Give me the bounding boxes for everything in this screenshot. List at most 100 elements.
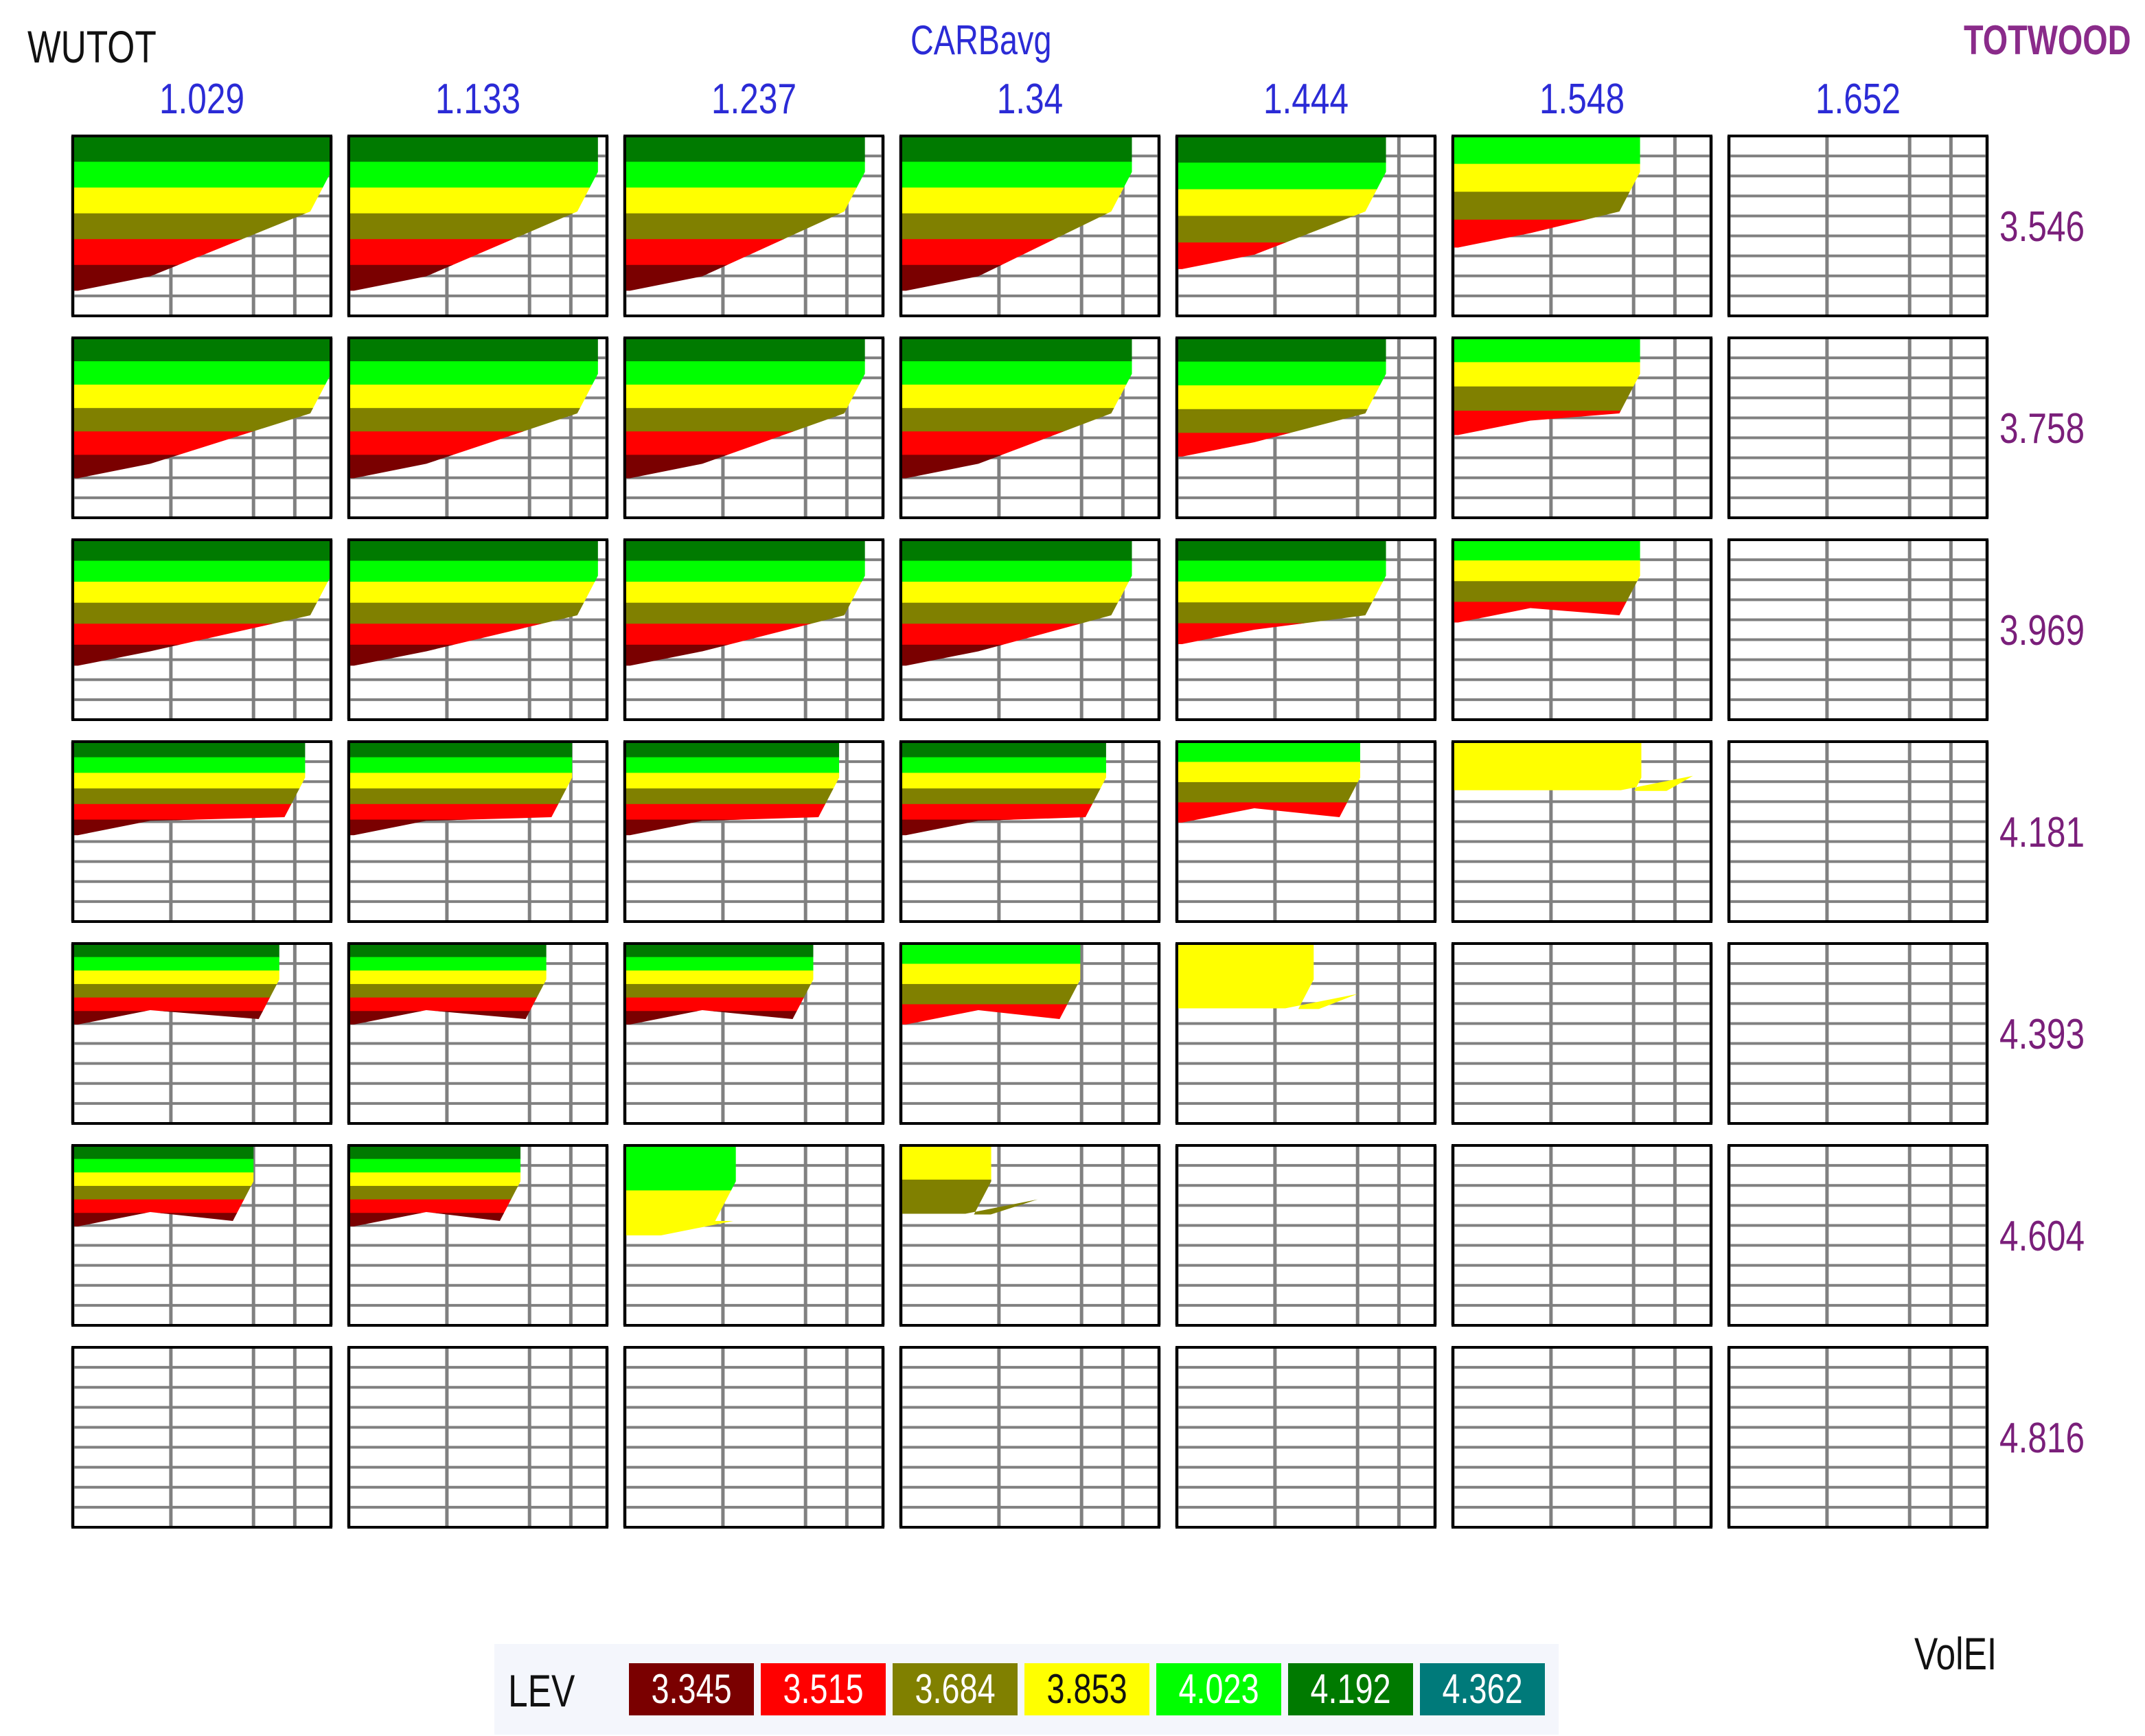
panel	[623, 135, 885, 317]
panel-frame	[1175, 740, 1436, 923]
panel	[1727, 942, 1989, 1125]
contour-band	[625, 582, 865, 604]
contour-band	[349, 361, 598, 386]
panel	[623, 1144, 885, 1327]
contour-band	[73, 957, 279, 972]
contour-band	[901, 361, 1132, 386]
panel-background	[1729, 338, 1987, 518]
row-value-label: 3.546	[1999, 203, 2085, 251]
panel-frame	[1452, 135, 1712, 317]
row-value-label: 4.181	[1999, 808, 2085, 856]
panel	[1727, 135, 1989, 317]
panel-frame	[899, 336, 1160, 519]
panel-background	[1177, 1347, 1435, 1527]
contour-band	[349, 1185, 521, 1200]
panel-background	[1729, 540, 1987, 720]
contour-band	[901, 773, 1106, 790]
panel	[899, 740, 1161, 923]
contour-band	[1177, 742, 1360, 763]
x-axis-label: CARBavg	[910, 17, 1052, 63]
contour-band	[625, 1145, 736, 1191]
contour-band	[901, 757, 1106, 774]
panel-background	[1177, 1145, 1435, 1325]
contour-band	[349, 1158, 521, 1174]
panel	[347, 336, 609, 519]
panel	[899, 538, 1161, 721]
panel-background	[1729, 944, 1987, 1123]
contour-band	[625, 773, 840, 790]
contour-band	[73, 385, 331, 409]
contour-band	[625, 944, 814, 958]
panel	[71, 740, 333, 923]
contour-band	[73, 1158, 254, 1174]
contour-band	[1177, 136, 1386, 163]
panel-frame	[1728, 135, 1988, 317]
panel-frame	[1452, 942, 1712, 1125]
contour-band	[1177, 189, 1386, 217]
panel-contour	[901, 944, 1081, 1025]
contour-band	[1453, 338, 1640, 363]
column-value-label: 1.548	[1539, 75, 1625, 123]
legend-swatch: 3.515	[761, 1663, 886, 1715]
panel-frame	[347, 336, 608, 519]
panel-background	[1453, 1145, 1711, 1325]
panel-frame	[1452, 336, 1712, 519]
y-axis-label: WUTOT	[27, 21, 157, 72]
contour-band	[73, 757, 306, 774]
legend-swatch: 3.853	[1024, 1663, 1149, 1715]
panel-frame	[899, 538, 1160, 721]
contour-band	[349, 560, 598, 583]
contour-band	[73, 187, 331, 214]
panel-frame	[899, 740, 1160, 923]
contour-band	[901, 161, 1132, 189]
contour-band	[625, 187, 865, 214]
inner-axis-label: VolEI	[1914, 1628, 1997, 1679]
panel-frame	[623, 942, 884, 1125]
contour-band	[349, 970, 547, 985]
contour-band	[349, 997, 547, 1012]
contour-band	[349, 742, 573, 758]
contour-band	[73, 1199, 254, 1214]
contour-band	[349, 540, 598, 562]
legend-swatch-label: 4.023	[1178, 1666, 1259, 1712]
legend-swatch-label: 4.362	[1442, 1666, 1523, 1712]
panel-frame	[623, 538, 884, 721]
contour-band	[625, 983, 814, 998]
panel	[71, 336, 333, 519]
column-value-label: 1.444	[1263, 75, 1349, 123]
panel-frame	[1728, 740, 1988, 923]
panel-frame	[1175, 336, 1436, 519]
panel-background	[1729, 1347, 1987, 1527]
contour-band	[73, 361, 331, 386]
panel-background	[1453, 1347, 1711, 1527]
panel-frame	[71, 740, 332, 923]
contour-band	[625, 742, 840, 758]
panel	[347, 942, 609, 1125]
legend-swatch-label: 4.192	[1310, 1666, 1391, 1712]
legend-swatch: 3.345	[629, 1663, 754, 1715]
contour-band	[349, 1145, 521, 1160]
contour-band	[625, 970, 814, 985]
panel	[347, 1144, 609, 1327]
panel	[1175, 942, 1437, 1125]
contour-band	[901, 136, 1132, 163]
panel-frame	[1728, 1144, 1988, 1327]
contour-band	[901, 788, 1106, 805]
contour-band	[901, 582, 1132, 604]
contour-band	[1177, 162, 1386, 190]
panel-frame	[71, 135, 332, 317]
contour-band	[73, 582, 331, 604]
row-value-label: 4.604	[1999, 1212, 2085, 1260]
panel-frame	[347, 1346, 608, 1529]
row-value-label: 3.758	[1999, 404, 2085, 453]
contour-band	[73, 773, 306, 790]
panel-frame	[1175, 135, 1436, 317]
contour-band	[625, 957, 814, 972]
panel	[347, 740, 609, 923]
panel	[71, 1346, 333, 1529]
contour-band	[349, 1199, 521, 1214]
panel-frame	[1175, 942, 1436, 1125]
contour-band	[1177, 581, 1386, 604]
legend-swatches: 3.345 3.515 3.684 3.853 4.023 4.192 4.362	[629, 1663, 1545, 1715]
contour-band	[1177, 781, 1360, 803]
